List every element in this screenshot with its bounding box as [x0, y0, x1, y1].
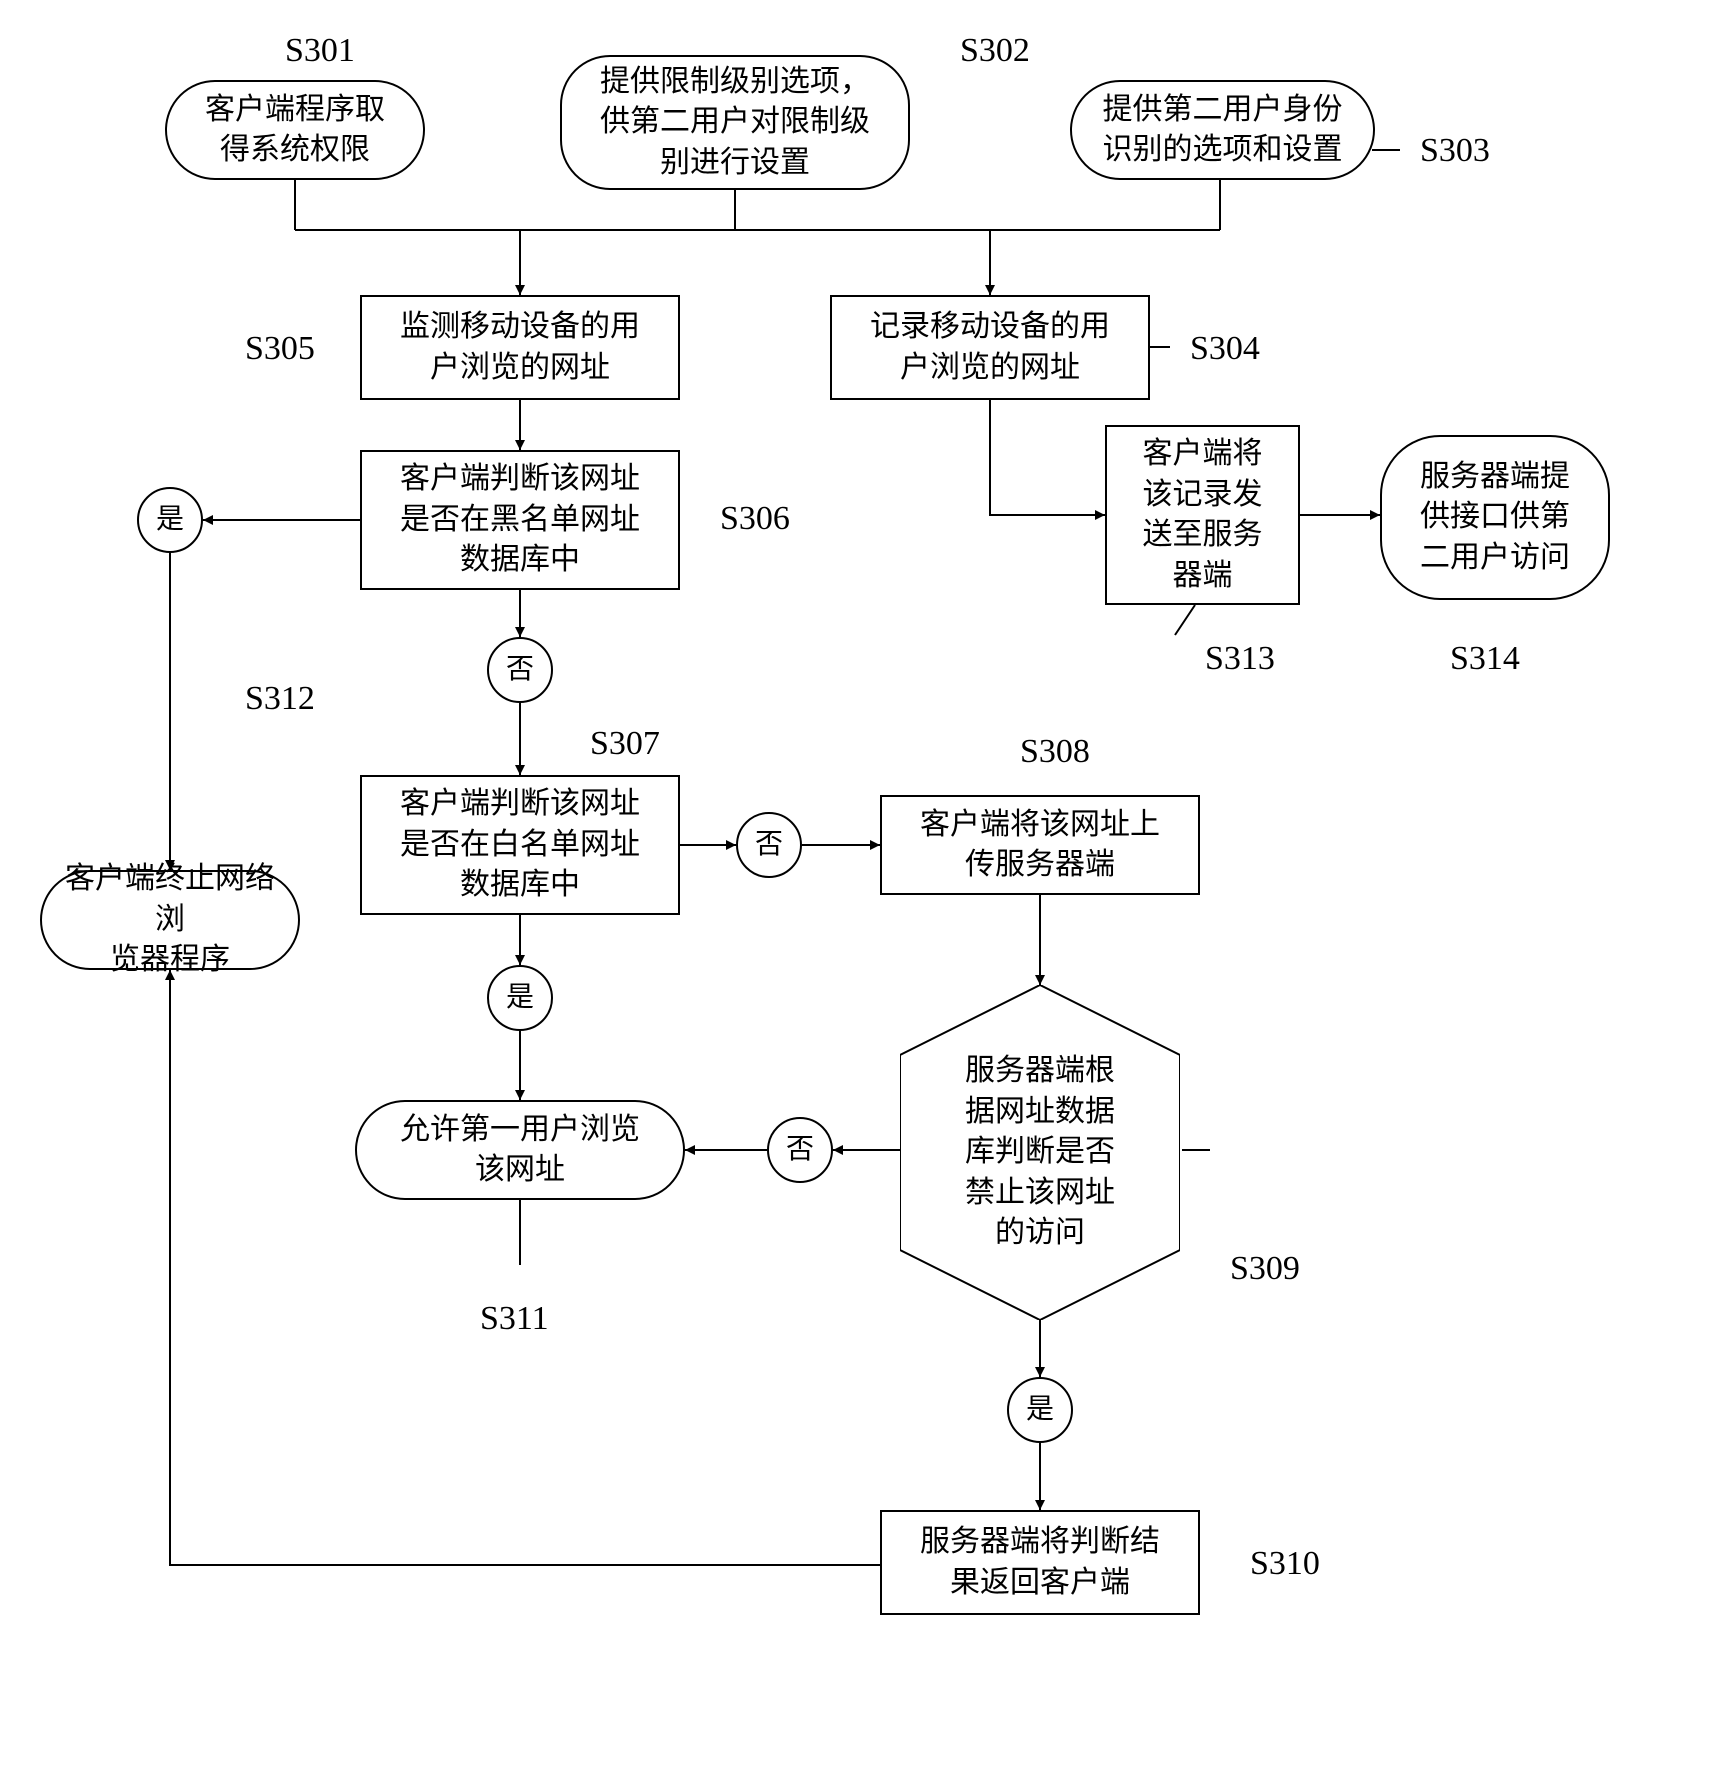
node-s312: 客户端终止网络浏览器程序	[40, 870, 300, 970]
label-s306: S306	[720, 500, 790, 538]
label-s314: S314	[1450, 640, 1520, 678]
decision-s306-no: 否	[487, 637, 553, 703]
label-s309: S309	[1230, 1250, 1300, 1288]
node-s314-text: 服务器端提供接口供第二用户访问	[1420, 457, 1570, 579]
node-s303-text: 提供第二用户身份识别的选项和设置	[1103, 90, 1343, 171]
decision-no-text2: 否	[755, 826, 783, 864]
node-s302: 提供限制级别选项，供第二用户对限制级别进行设置	[560, 55, 910, 190]
decision-s307-yes: 是	[487, 965, 553, 1031]
decision-yes-text2: 是	[506, 979, 534, 1017]
node-s309: 服务器端根据网址数据库判断是否禁止该网址的访问	[900, 985, 1180, 1320]
label-s307: S307	[590, 725, 660, 763]
flowchart-canvas: 客户端程序取得系统权限 S301 提供限制级别选项，供第二用户对限制级别进行设置…	[20, 20, 1720, 1752]
label-s308: S308	[1020, 733, 1090, 771]
label-s310: S310	[1250, 1545, 1320, 1583]
label-s313: S313	[1205, 640, 1275, 678]
node-s303: 提供第二用户身份识别的选项和设置	[1070, 80, 1375, 180]
node-s308-text: 客户端将该网址上传服务器端	[920, 805, 1160, 886]
node-s311: 允许第一用户浏览该网址	[355, 1100, 685, 1200]
node-s304: 记录移动设备的用户浏览的网址	[830, 295, 1150, 400]
label-s304: S304	[1190, 330, 1260, 368]
node-s312-text: 客户端终止网络浏览器程序	[56, 859, 284, 981]
node-s304-text: 记录移动设备的用户浏览的网址	[870, 307, 1110, 388]
label-s312: S312	[245, 680, 315, 718]
node-s305: 监测移动设备的用户浏览的网址	[360, 295, 680, 400]
label-s303: S303	[1420, 132, 1490, 170]
node-s307: 客户端判断该网址是否在白名单网址数据库中	[360, 775, 680, 915]
node-s306-text: 客户端判断该网址是否在黑名单网址数据库中	[400, 459, 640, 581]
decision-s307-no: 否	[736, 812, 802, 878]
decision-yes-text: 是	[156, 501, 184, 539]
node-s314: 服务器端提供接口供第二用户访问	[1380, 435, 1610, 600]
label-s301: S301	[285, 32, 355, 70]
label-s311: S311	[480, 1300, 549, 1338]
decision-yes-text3: 是	[1026, 1391, 1054, 1429]
node-s310-text: 服务器端将判断结果返回客户端	[920, 1522, 1160, 1603]
label-s302: S302	[960, 32, 1030, 70]
node-s308: 客户端将该网址上传服务器端	[880, 795, 1200, 895]
label-s305: S305	[245, 330, 315, 368]
decision-s309-yes: 是	[1007, 1377, 1073, 1443]
node-s305-text: 监测移动设备的用户浏览的网址	[400, 307, 640, 388]
node-s302-text: 提供限制级别选项，供第二用户对限制级别进行设置	[600, 62, 870, 184]
node-s313-text: 客户端将该记录发送至服务器端	[1143, 434, 1263, 596]
node-s309-text: 服务器端根据网址数据库判断是否禁止该网址的访问	[965, 1051, 1115, 1254]
decision-no-text: 否	[506, 651, 534, 689]
node-s313: 客户端将该记录发送至服务器端	[1105, 425, 1300, 605]
decision-no-text3: 否	[786, 1131, 814, 1169]
decision-s309-no: 否	[767, 1117, 833, 1183]
node-s301: 客户端程序取得系统权限	[165, 80, 425, 180]
node-s310: 服务器端将判断结果返回客户端	[880, 1510, 1200, 1615]
decision-s306-yes: 是	[137, 487, 203, 553]
node-s311-text: 允许第一用户浏览该网址	[400, 1110, 640, 1191]
node-s301-text: 客户端程序取得系统权限	[205, 90, 385, 171]
node-s306: 客户端判断该网址是否在黑名单网址数据库中	[360, 450, 680, 590]
node-s307-text: 客户端判断该网址是否在白名单网址数据库中	[400, 784, 640, 906]
